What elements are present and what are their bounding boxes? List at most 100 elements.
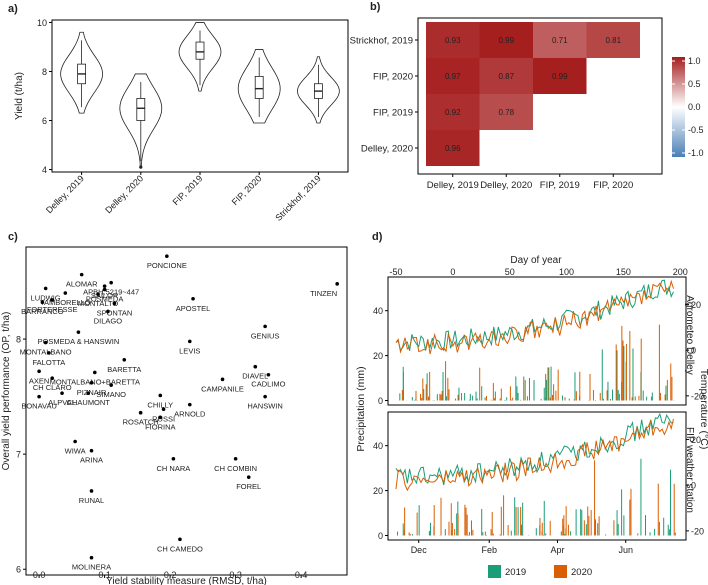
cell-value: 0.99: [498, 36, 514, 45]
panel-label: c): [8, 231, 18, 243]
y-tick-label-right: 0: [691, 481, 696, 491]
x-tick-label: Strickhof, 2019: [273, 173, 323, 223]
data-point: [220, 377, 225, 382]
data-point: [40, 300, 45, 305]
data-point: [79, 272, 84, 277]
point-label: WIWA: [65, 446, 86, 455]
data-point: [253, 364, 258, 369]
point-label: GENIUS: [251, 331, 280, 340]
point-label: PIZNAIR: [77, 388, 107, 397]
point-label: DIAVEL: [242, 372, 268, 381]
point-label: MOLINERA: [72, 563, 111, 572]
point-label: HANSWIN: [247, 402, 282, 411]
col-label: FIP, 2019: [540, 180, 580, 191]
point-label: POSMEDA & HANSWIN: [38, 337, 120, 346]
point-label: BARRANCO: [21, 307, 64, 316]
y-tick-label: 6: [16, 565, 21, 575]
x-tick-label: 0.3: [229, 570, 242, 580]
y-tick-label: 6: [42, 116, 47, 126]
data-point: [263, 394, 267, 399]
cell-value: 0.96: [445, 144, 461, 153]
data-point: [89, 555, 94, 560]
data-point: [191, 296, 195, 301]
point-label: FALOTTA: [33, 358, 66, 367]
heatmap-cell: [533, 58, 587, 94]
point-label: CH CLARO: [33, 383, 72, 392]
top-tick-label: 50: [505, 267, 515, 277]
y-tick-label-right: 20: [691, 435, 701, 445]
cell-value: 0.93: [445, 36, 461, 45]
outlier-point: [139, 165, 143, 169]
panel-c: c) 0.0 0.1 0.2 0.3 0.4 6 7 8 Overall yield perfor…: [1, 231, 348, 585]
y-axis-label: Yield (t/ha): [14, 72, 25, 120]
point-label: CAMPANILE: [201, 384, 244, 393]
data-point: [102, 284, 107, 288]
y-tick-label: 8: [16, 335, 21, 345]
data-point: [47, 351, 51, 355]
data-point: [106, 309, 110, 314]
heatmap-cell: [426, 94, 480, 130]
point-label: CADLIMO: [251, 380, 285, 389]
data-point: [37, 369, 41, 374]
cell-value: 0.71: [552, 36, 568, 45]
y-tick-label-right: -20: [691, 526, 704, 536]
point-label: ALOMAR: [66, 280, 98, 289]
row-label: Strickhof, 2019: [350, 36, 413, 47]
heatmap-cell: [479, 22, 533, 58]
panel-d: d)Day of year-50 0 50 100 150 20002040-20020A…: [355, 231, 708, 578]
data-point: [92, 370, 97, 375]
data-point: [187, 339, 192, 344]
top-tick-label: 100: [559, 267, 574, 277]
point-label: BARETTA: [107, 365, 141, 374]
point-label: FORTERESSE: [27, 305, 78, 314]
heatmap-cell: [426, 130, 480, 166]
month-tick-label: Jun: [618, 545, 633, 555]
temperature-line: [395, 279, 674, 355]
box-iqr: [254, 75, 264, 99]
y-tick-label-right: 0: [691, 346, 696, 356]
x-tick-label: 0.4: [295, 570, 308, 580]
point-label: PONCIONE: [147, 261, 187, 270]
y-axis-label: Overall yield performance (OP, t/ha): [1, 312, 12, 471]
point-label: TAMBORELLO: [40, 298, 91, 307]
y-tick-label-left: 0: [378, 531, 383, 541]
legend-tick-label: 0.0: [688, 102, 701, 112]
col-label: FIP, 2020: [593, 180, 633, 191]
plot-frame: [25, 246, 348, 576]
top-tick-label: 0: [450, 267, 455, 277]
top-tick-label: 150: [616, 267, 631, 277]
point-label: SAILOR: [91, 291, 119, 300]
panel-label: a): [8, 3, 18, 15]
point-label: TINZEN: [310, 289, 337, 298]
month-tick-label: Feb: [481, 545, 497, 555]
point-label: CH CAMEDO: [157, 544, 203, 553]
heatmap-cell: [479, 94, 533, 130]
data-point: [122, 357, 127, 362]
point-label: APBH.5219~447: [83, 288, 139, 297]
data-point: [86, 391, 91, 395]
data-point: [50, 298, 55, 302]
point-label: RUNAL: [79, 496, 104, 505]
point-label: MONTALTO: [78, 299, 119, 308]
month-tick-label: Apr: [550, 545, 564, 555]
data-point: [63, 291, 68, 295]
box-iqr: [195, 41, 205, 60]
point-label: CHILLY: [147, 400, 173, 409]
x-tick-label: Delley, 2019: [44, 173, 86, 215]
x-tick-label: FIP, 2020: [230, 173, 264, 207]
point-label: LUDWIG: [31, 293, 61, 302]
point-label: DILAGO: [94, 316, 123, 325]
right-axis-label: Temperature (°C): [698, 369, 708, 450]
row-label: FIP, 2020: [373, 72, 413, 83]
x-tick-label: 0.0: [33, 570, 46, 580]
x-tick-label: 0.1: [98, 570, 111, 580]
data-point: [43, 286, 48, 291]
data-point: [187, 402, 192, 407]
point-label: POSMEDA: [86, 295, 124, 304]
x-tick-label: 0.2: [164, 570, 177, 580]
point-label: SIMANO: [96, 390, 126, 399]
y-tick-label-right: -20: [691, 391, 704, 401]
point-label: BONAVAU: [21, 402, 57, 411]
legend-tick-label: 0.5: [688, 79, 701, 89]
